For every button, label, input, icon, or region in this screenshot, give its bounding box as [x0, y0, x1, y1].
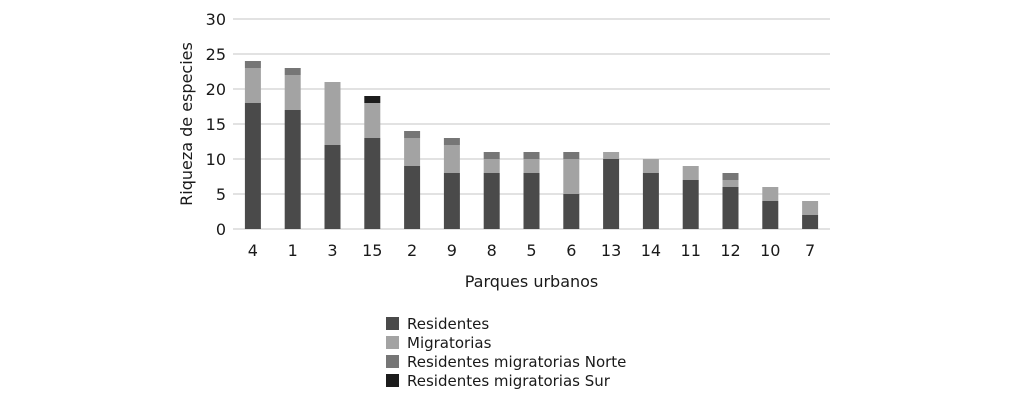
- legend-item: Residentes migratorias Norte: [386, 352, 626, 371]
- bar-segment: [244, 68, 261, 103]
- y-tick-label: 10: [206, 150, 226, 169]
- bar-segment: [563, 194, 580, 229]
- bar-segment: [404, 166, 421, 229]
- x-tick-label: 7: [805, 241, 815, 260]
- bar-segment: [642, 159, 659, 173]
- bar-segment: [563, 152, 580, 159]
- bar-segment: [802, 201, 819, 215]
- legend-label: Residentes: [407, 314, 490, 333]
- legend-item: Migratorias: [386, 333, 626, 352]
- bar-segment: [563, 159, 580, 194]
- bar-segment: [244, 61, 261, 68]
- bar-segment: [443, 138, 460, 145]
- x-tick-label: 8: [487, 241, 497, 260]
- y-tick-label: 0: [216, 220, 226, 239]
- y-axis-label: Riqueza de especies: [177, 42, 196, 206]
- bar-segment: [364, 138, 381, 229]
- y-tick-label: 30: [206, 10, 226, 29]
- x-tick-label: 6: [566, 241, 576, 260]
- bar-segment: [722, 173, 739, 180]
- x-tick-label: 1: [288, 241, 298, 260]
- x-tick-label: 12: [720, 241, 740, 260]
- bar-segment: [284, 75, 301, 110]
- legend-swatch: [386, 317, 399, 330]
- bar-segment: [722, 187, 739, 229]
- bar-segment: [523, 159, 540, 173]
- bar-segment: [483, 173, 500, 229]
- y-tick-label: 25: [206, 45, 226, 64]
- legend-label: Migratorias: [407, 333, 492, 352]
- bar-segment: [404, 138, 421, 166]
- y-tick-label: 5: [216, 185, 226, 204]
- bar-segment: [244, 103, 261, 229]
- x-tick-label: 5: [526, 241, 536, 260]
- x-tick-label: 13: [601, 241, 621, 260]
- bar-segment: [603, 152, 620, 159]
- x-tick-label: 9: [447, 241, 457, 260]
- x-tick-label: 15: [362, 241, 382, 260]
- bar-segment: [404, 131, 421, 138]
- x-tick-label: 14: [641, 241, 661, 260]
- legend-item: Residentes: [386, 314, 626, 333]
- legend-swatch: [386, 336, 399, 349]
- bar-segment: [483, 152, 500, 159]
- y-tick-label: 20: [206, 80, 226, 99]
- bar-segment: [284, 68, 301, 75]
- legend-label: Residentes migratorias Sur: [407, 371, 610, 390]
- x-tick-label: 3: [327, 241, 337, 260]
- legend-swatch: [386, 355, 399, 368]
- bar-segment: [364, 96, 381, 103]
- bar-segment: [642, 173, 659, 229]
- bar-segment: [324, 145, 341, 229]
- y-tick-label: 15: [206, 115, 226, 134]
- x-tick-label: 2: [407, 241, 417, 260]
- x-axis-label: Parques urbanos: [465, 272, 599, 291]
- bar-segment: [483, 159, 500, 173]
- x-tick-label: 10: [760, 241, 780, 260]
- legend-item: Residentes migratorias Sur: [386, 371, 626, 390]
- bar-segment: [682, 166, 699, 180]
- bar-segment: [443, 145, 460, 173]
- bar-segment: [364, 103, 381, 138]
- bar-segment: [443, 173, 460, 229]
- legend-label: Residentes migratorias Norte: [407, 352, 627, 371]
- legend-swatch: [386, 374, 399, 387]
- x-tick-label: 4: [248, 241, 258, 260]
- legend: Residentes Migratorias Residentes migrator…: [386, 314, 626, 390]
- bar-segment: [523, 173, 540, 229]
- bar-segment: [523, 152, 540, 159]
- bar-segment: [802, 215, 819, 229]
- x-tick-label: 11: [681, 241, 701, 260]
- bar-segment: [722, 180, 739, 187]
- bar-segment: [603, 159, 620, 229]
- bar-segment: [324, 82, 341, 145]
- bar-segment: [762, 201, 779, 229]
- bar-segment: [682, 180, 699, 229]
- bar-segment: [762, 187, 779, 201]
- bar-segment: [284, 110, 301, 229]
